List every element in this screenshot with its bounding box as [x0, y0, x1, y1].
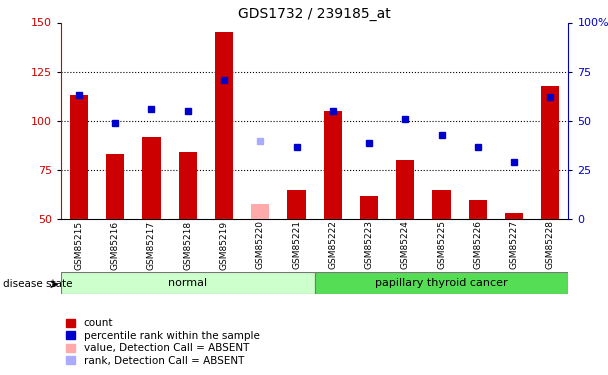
Text: GSM85218: GSM85218 [183, 220, 192, 270]
Bar [70, 95, 88, 219]
Bar [142, 137, 161, 219]
Title: GDS1732 / 239185_at: GDS1732 / 239185_at [238, 8, 391, 21]
Text: GSM85224: GSM85224 [401, 220, 410, 269]
Text: GSM85216: GSM85216 [111, 220, 120, 270]
Bar [360, 196, 378, 219]
Text: normal: normal [168, 278, 207, 288]
Bar [396, 160, 415, 219]
Bar [432, 190, 451, 219]
Bar [469, 200, 487, 219]
Bar [251, 204, 269, 219]
Text: GSM85215: GSM85215 [74, 220, 83, 270]
Text: GSM85219: GSM85219 [219, 220, 229, 270]
Text: GSM85225: GSM85225 [437, 220, 446, 269]
Bar [288, 190, 306, 219]
Text: papillary thyroid cancer: papillary thyroid cancer [375, 278, 508, 288]
Bar [323, 111, 342, 219]
Bar [179, 152, 197, 219]
Text: GSM85223: GSM85223 [365, 220, 373, 269]
Bar [106, 154, 124, 219]
Bar [215, 32, 233, 219]
Text: GSM85227: GSM85227 [510, 220, 519, 269]
Text: GSM85228: GSM85228 [546, 220, 555, 269]
Text: GSM85221: GSM85221 [292, 220, 301, 269]
Text: GSM85220: GSM85220 [256, 220, 264, 269]
Text: GSM85222: GSM85222 [328, 220, 337, 269]
Bar [505, 213, 523, 219]
Legend: count, percentile rank within the sample, value, Detection Call = ABSENT, rank, : count, percentile rank within the sample… [66, 318, 260, 366]
Bar [541, 86, 559, 219]
Bar [315, 272, 568, 294]
Bar [61, 272, 315, 294]
Text: GSM85217: GSM85217 [147, 220, 156, 270]
Text: GSM85226: GSM85226 [473, 220, 482, 269]
Text: disease state: disease state [3, 279, 72, 289]
